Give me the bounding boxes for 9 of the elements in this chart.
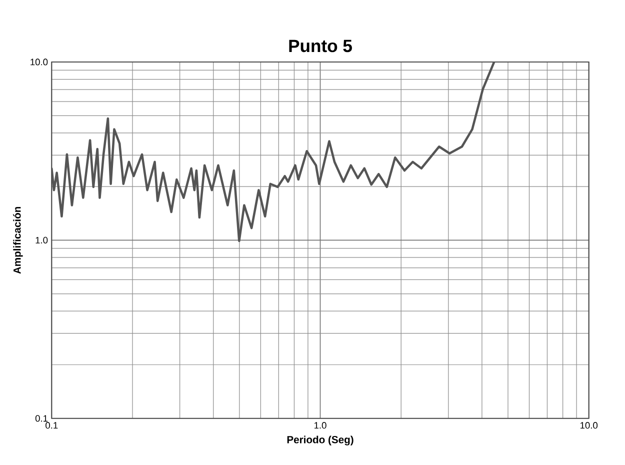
y-tick-label: 10.0 xyxy=(30,58,48,66)
x-axis-title: Periodo (Seg) xyxy=(287,436,354,446)
x-tick-label: 1.0 xyxy=(314,422,326,429)
x-tick-label: 0.1 xyxy=(46,422,58,429)
y-tick-label: 0.1 xyxy=(35,415,48,422)
y-tick-label: 1.0 xyxy=(36,236,48,244)
x-tick-label: 10.0 xyxy=(580,422,598,429)
chart-title: Punto 5 xyxy=(289,40,352,52)
y-axis-title: Amplificación xyxy=(13,207,23,274)
